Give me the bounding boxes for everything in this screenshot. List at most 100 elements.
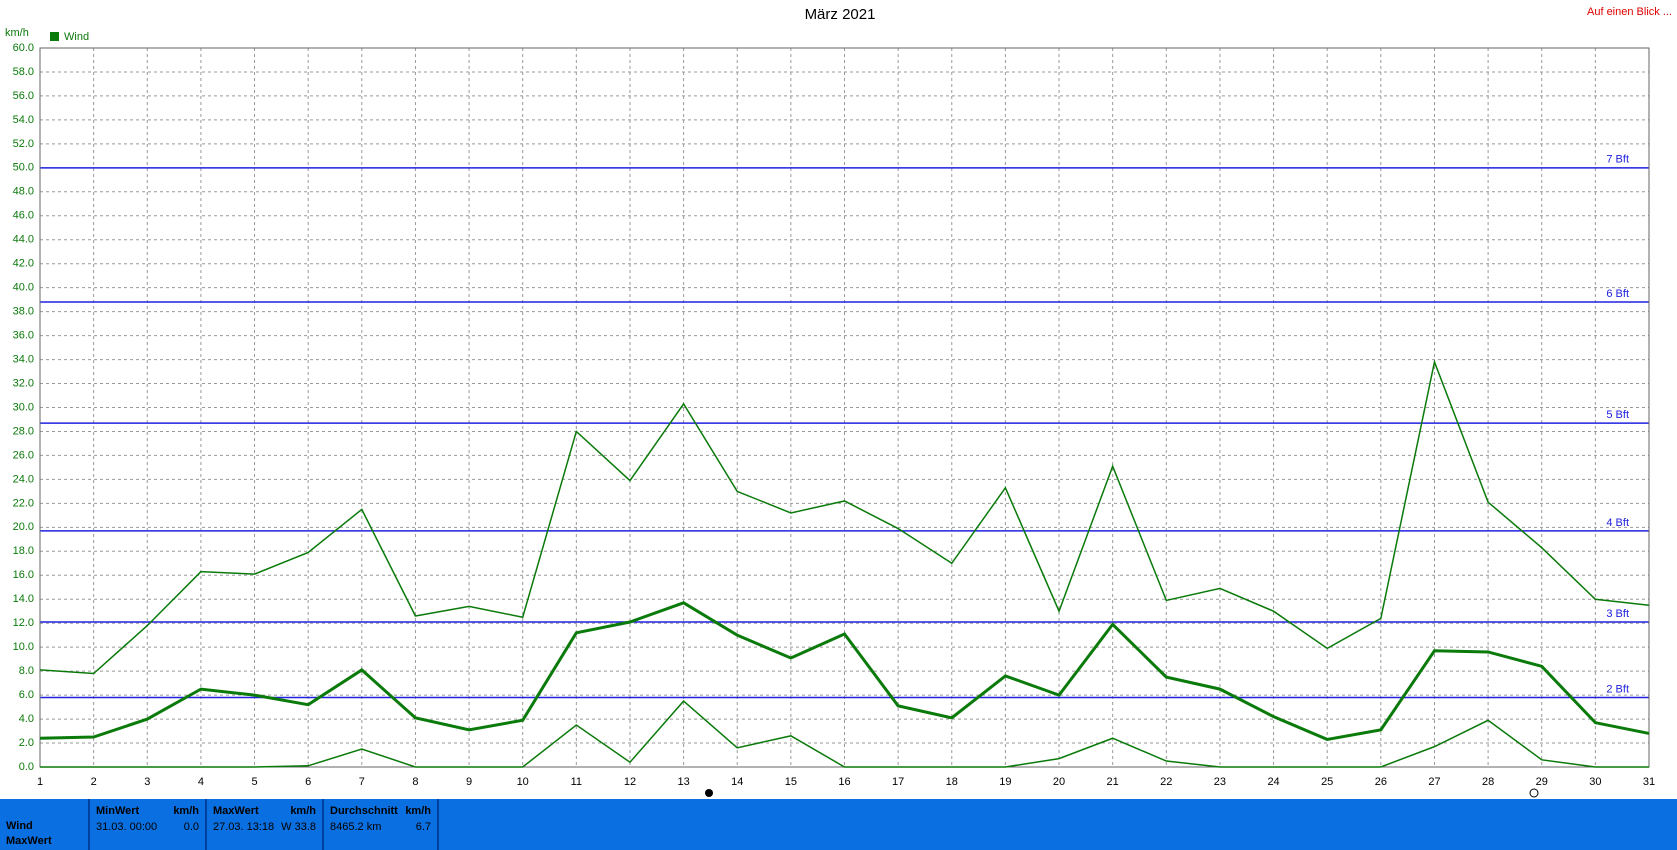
summary-column: Durchschnitt km/h 8465.2 km 6.7 [322, 799, 439, 850]
row-label: Wind [6, 820, 33, 832]
x-tick-label: 23 [1214, 776, 1226, 788]
y-tick-label: 28.0 [13, 425, 34, 437]
unit: km/h [173, 805, 199, 817]
x-tick-label: 21 [1107, 776, 1119, 788]
column-values: 8465.2 km 6.7 [330, 819, 431, 835]
x-tick-label: 1 [37, 776, 43, 788]
head: MaxWert [213, 805, 259, 817]
value: 0.0 [183, 821, 199, 833]
series-line [39, 359, 1650, 675]
y-tick-label: 10.0 [13, 641, 34, 653]
y-tick-label: 16.0 [13, 569, 34, 581]
y-tick-label: 12.0 [13, 617, 34, 629]
time: 27.03. 13:18 [213, 821, 275, 833]
column-head: Durchschnitt km/h [330, 803, 431, 819]
reference-label: 3 Bft [1606, 608, 1629, 620]
reference-label: 2 Bft [1606, 683, 1629, 695]
legend-label: Wind [64, 31, 89, 43]
legend-swatch [50, 32, 59, 41]
x-tick-label: 26 [1375, 776, 1387, 788]
y-tick-label: 52.0 [13, 138, 34, 150]
y-tick-label: 56.0 [13, 90, 34, 102]
link[interactable]: Auf einen Blick ... [1587, 6, 1672, 18]
head: Durchschnitt [330, 805, 398, 817]
value: W 33.8 [281, 821, 316, 833]
y-tick-label: 54.0 [13, 114, 34, 126]
x-tick-label: 29 [1536, 776, 1548, 788]
y-tick-label: 60.0 [13, 42, 34, 54]
x-tick-label: 10 [517, 776, 529, 788]
x-tick-label: 27 [1428, 776, 1440, 788]
y-tick-label: 8.0 [19, 665, 34, 677]
column-head: MaxWert km/h [213, 803, 316, 819]
y-tick-label: 24.0 [13, 473, 34, 485]
y-tick-label: 38.0 [13, 306, 34, 318]
x-tick-label: 22 [1160, 776, 1172, 788]
reference-label: 4 Bft [1606, 517, 1629, 529]
y-tick-label: 48.0 [13, 186, 34, 198]
chart-title: März 2021 [805, 6, 876, 23]
x-tick-label: 12 [624, 776, 636, 788]
time: 8465.2 km [330, 821, 382, 833]
x-tick-label: 19 [999, 776, 1011, 788]
x-tick-label: 28 [1482, 776, 1494, 788]
reference-label: 5 Bft [1606, 409, 1629, 421]
summary-panel: Wind MaxWert MinWert km/h 31.03. 00:00 0.0 Max… [0, 799, 1677, 850]
unit: km/h [405, 805, 431, 817]
y-unit: km/h [5, 27, 29, 39]
y-tick-label: 50.0 [13, 162, 34, 174]
y-tick-label: 30.0 [13, 401, 34, 413]
y-tick-label: 2.0 [19, 737, 34, 749]
x-tick-label: 11 [571, 776, 582, 788]
x-tick-label: 6 [305, 776, 311, 788]
moon-marker [705, 789, 713, 797]
x-tick-label: 4 [198, 776, 204, 788]
x-tick-label: 13 [677, 776, 689, 788]
y-tick-label: 22.0 [13, 497, 34, 509]
series-line [39, 601, 1650, 741]
x-tick-label: 7 [359, 776, 365, 788]
x-tick-label: 9 [466, 776, 472, 788]
row-label: MaxWert [6, 835, 52, 847]
x-tick-label: 15 [785, 776, 797, 788]
page: März 2021 Auf einen Blick ... km/h 0.0 2.… [0, 5, 1677, 850]
y-tick-label: 26.0 [13, 449, 34, 461]
moon-marker [1529, 788, 1539, 798]
x-tick-label: 18 [946, 776, 958, 788]
x-tick-label: 20 [1053, 776, 1065, 788]
time: 31.03. 00:00 [96, 821, 158, 833]
unit: km/h [290, 805, 316, 817]
y-tick-label: 6.0 [19, 689, 34, 701]
y-tick-label: 32.0 [13, 377, 34, 389]
y-tick-label: 4.0 [19, 713, 34, 725]
y-tick-label: 34.0 [13, 353, 34, 365]
series-line [40, 700, 1649, 768]
column-values: 27.03. 13:18 W 33.8 [213, 819, 316, 835]
reference-label: 6 Bft [1606, 288, 1629, 300]
x-tick-label: 31 [1643, 776, 1655, 788]
y-tick-label: 18.0 [13, 545, 34, 557]
y-tick-label: 46.0 [13, 210, 34, 222]
x-tick-label: 5 [251, 776, 257, 788]
x-tick-label: 8 [412, 776, 418, 788]
chart: März 2021 Auf einen Blick ... km/h 0.0 2.… [5, 6, 1672, 798]
y-tick-label: 58.0 [13, 66, 34, 78]
value: 6.7 [415, 821, 431, 833]
row-labels: Wind MaxWert [0, 799, 88, 850]
summary-column: MinWert km/h 31.03. 00:00 0.0 [88, 799, 205, 850]
x-tick-label: 24 [1267, 776, 1279, 788]
x-tick-label: 25 [1321, 776, 1333, 788]
column-values: 31.03. 00:00 0.0 [96, 819, 199, 835]
reference-label: 7 Bft [1606, 154, 1629, 166]
y-tick-label: 44.0 [13, 234, 34, 246]
y-tick-label: 42.0 [13, 258, 34, 270]
x-tick-label: 16 [838, 776, 850, 788]
x-tick-label: 3 [144, 776, 150, 788]
y-tick-label: 0.0 [19, 761, 34, 773]
y-tick-label: 20.0 [13, 521, 34, 533]
summary-column: MaxWert km/h 27.03. 13:18 W 33.8 [205, 799, 322, 850]
y-tick-label: 40.0 [13, 282, 34, 294]
x-tick-label: 17 [892, 776, 904, 788]
column-head: MinWert km/h [96, 803, 199, 819]
x-tick-label: 2 [91, 776, 97, 788]
